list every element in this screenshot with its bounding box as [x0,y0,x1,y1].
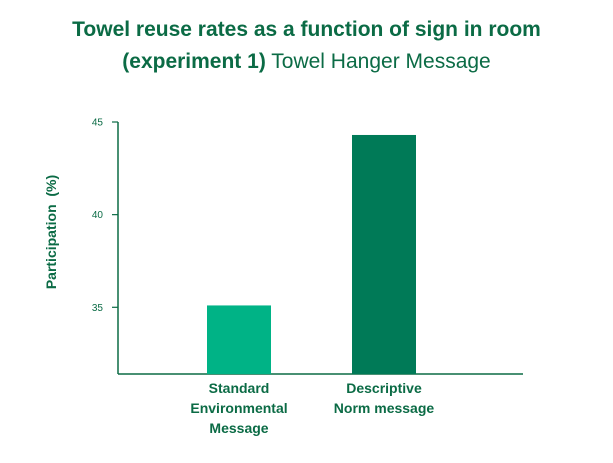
chart-title: Towel reuse rates as a function of sign … [0,14,613,78]
y-axis-title: Participation (%) [43,175,59,289]
x-tick-label: Environmental [190,400,287,416]
chart-title-subtitle: Towel Hanger Message [271,50,491,73]
bar-2 [352,134,416,374]
chart-labels: 35 40 45 Participation (%) Standard Environme… [43,118,434,437]
chart-title-bold-part: (experiment 1) [122,50,266,73]
chart-bars [207,134,416,374]
chart-axes [112,121,523,375]
x-tick-label: Descriptive [346,380,422,396]
bar-1 [207,305,271,374]
y-tick-label: 45 [92,118,104,129]
x-tick-label: Message [209,420,268,436]
x-tick-label: Standard [209,380,270,396]
y-tick-label: 35 [92,303,104,314]
x-tick-label: Norm message [334,400,435,416]
y-tick-label: 40 [92,210,104,221]
chart-title-line1: Towel reuse rates as a function of sign … [72,18,541,41]
